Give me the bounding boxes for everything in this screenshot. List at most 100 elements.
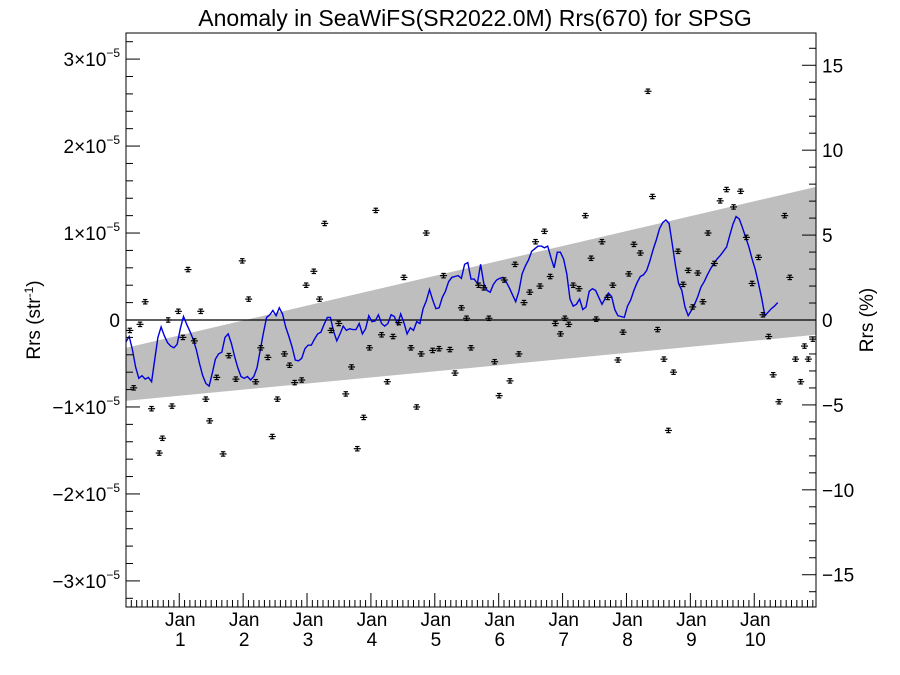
data-point [174, 308, 182, 315]
x-tick-month: Jan [165, 610, 196, 631]
x-tick-month: Jan [229, 610, 260, 631]
data-point [485, 315, 493, 322]
x-tick-year: 5 [431, 630, 442, 651]
y-right-tick-label: 5 [822, 226, 833, 247]
data-point [491, 358, 499, 365]
data-point [268, 433, 276, 440]
data-point [273, 396, 281, 402]
data-point [232, 376, 240, 382]
data-point [581, 212, 589, 219]
y-left-tick-label: 1×10−5 [64, 220, 121, 245]
data-point [280, 351, 288, 357]
data-point [500, 277, 508, 283]
data-point [769, 371, 777, 378]
data-point [327, 327, 335, 334]
data-point [786, 274, 794, 281]
data-point [515, 351, 523, 357]
data-point [561, 315, 569, 322]
data-point [670, 369, 678, 375]
data-point [372, 207, 380, 214]
data-point [587, 255, 595, 262]
y-left-tick-label: −3×10−5 [52, 568, 120, 593]
data-point [575, 285, 583, 292]
data-point [238, 258, 246, 264]
x-tick-month: Jan [357, 610, 388, 631]
data-point [389, 333, 397, 340]
data-point [704, 230, 712, 236]
data-point [674, 248, 682, 255]
data-point [213, 374, 221, 381]
x-tick-month: Jan [612, 610, 643, 631]
x-axis: Jan1Jan2Jan3Jan4Jan5Jan6Jan7Jan8Jan9Jan1… [125, 593, 814, 651]
data-point [413, 404, 421, 410]
data-point [737, 188, 745, 195]
data-point [286, 362, 294, 369]
data-point [644, 88, 652, 95]
data-point [699, 298, 707, 305]
data-point [765, 333, 773, 340]
data-point [353, 445, 361, 452]
data-point [598, 238, 606, 245]
y-axis-right: 15 10 5 0 −5 −10 −15 [802, 47, 854, 593]
x-tick-year: 4 [367, 630, 378, 651]
y-right-tick-label: 0 [822, 311, 833, 332]
data-point [291, 379, 299, 386]
data-point [264, 354, 272, 361]
data-point [342, 391, 350, 397]
data-point [569, 282, 577, 289]
data-point [748, 280, 756, 287]
trend-confidence-band [126, 186, 816, 401]
data-point [614, 357, 622, 363]
x-tick-year: 6 [494, 630, 505, 651]
data-point [480, 285, 488, 291]
data-point [417, 351, 425, 357]
data-point [689, 304, 697, 310]
data-point [126, 327, 134, 334]
plot-area [125, 32, 817, 608]
y-left-tick-label: −2×10−5 [52, 481, 120, 506]
data-point [422, 230, 430, 236]
anomaly-points [126, 88, 817, 457]
data-point [495, 392, 503, 399]
data-point [197, 308, 205, 315]
data-point [148, 405, 156, 412]
data-point [383, 378, 391, 385]
data-point [400, 274, 408, 281]
data-point [710, 260, 718, 267]
data-point [804, 356, 812, 362]
x-tick-month: Jan [484, 610, 515, 631]
data-point [321, 220, 329, 227]
data-point [506, 378, 514, 384]
data-point [395, 319, 403, 326]
data-point [797, 378, 805, 385]
data-point [809, 336, 817, 342]
data-point [158, 435, 166, 442]
x-tick-year: 8 [622, 630, 633, 651]
y-axis-left-label: Rrs (str-1) [22, 280, 45, 359]
data-point [184, 266, 192, 273]
data-point [565, 321, 573, 328]
data-point [551, 320, 559, 327]
data-point [592, 316, 600, 322]
data-point [451, 370, 459, 376]
data-point [435, 345, 443, 352]
data-point [335, 320, 343, 327]
data-point [546, 273, 554, 280]
data-point [742, 234, 750, 241]
data-point [630, 241, 638, 248]
data-point [654, 326, 662, 333]
data-point [781, 212, 789, 219]
data-point [723, 186, 731, 193]
data-point [604, 294, 612, 301]
y-right-tick-label: −5 [822, 396, 844, 417]
y-right-tick-label: 10 [822, 141, 843, 162]
data-point [536, 283, 544, 289]
data-point [684, 267, 692, 274]
data-point [136, 321, 144, 328]
data-point [155, 450, 163, 456]
x-tick-year: 9 [686, 630, 697, 651]
data-point [775, 398, 783, 405]
y-left-tick-label: 0 [109, 311, 120, 332]
data-point [378, 331, 386, 338]
data-point [206, 418, 214, 424]
